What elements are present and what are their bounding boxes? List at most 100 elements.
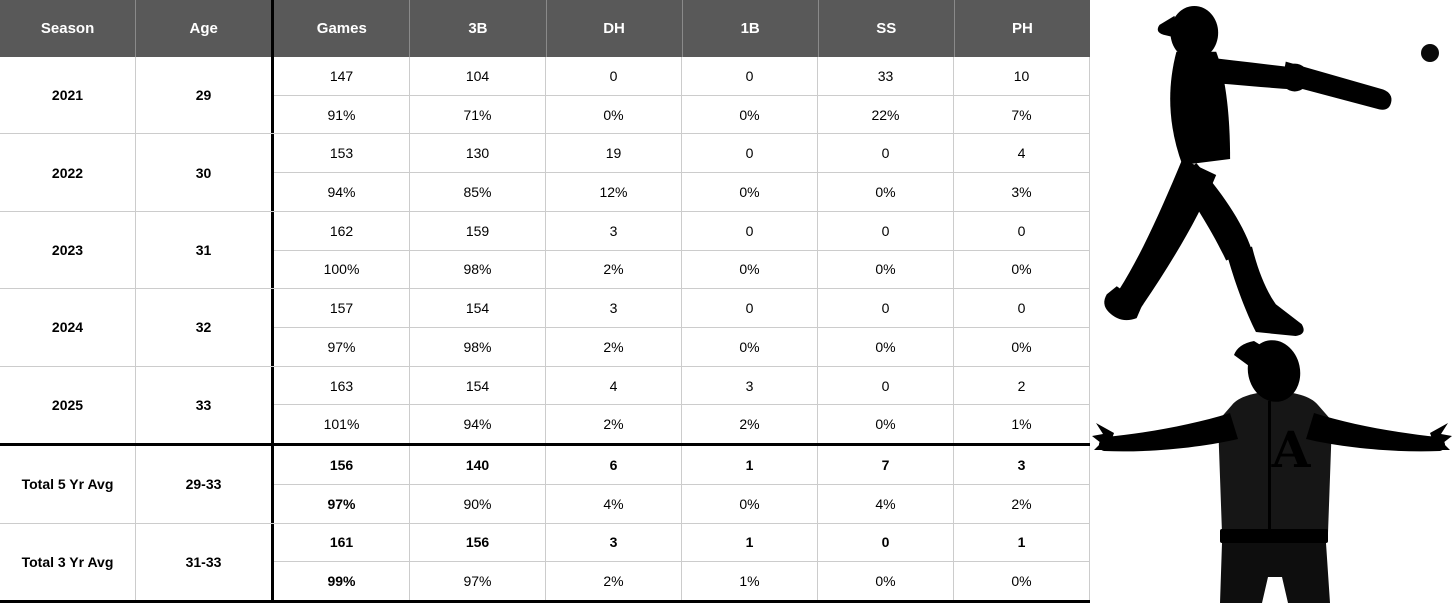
stat-pct-cell: 0%	[875, 416, 896, 433]
stat-count-cell: 3	[546, 212, 681, 251]
stat-count-cell: 4	[954, 134, 1089, 174]
stat-count-cell: 163	[274, 367, 409, 406]
table-body: 2021 29 147 91% 104 71% 0 0% 0 0% 33 22% 10 7% 2022 30 1…	[0, 57, 1090, 600]
stat-pct-cell: 0%	[739, 261, 760, 278]
stat-pct-cell: 22%	[871, 106, 900, 123]
season-cell: 2022	[0, 134, 136, 211]
age-cell: 31-33	[136, 523, 274, 600]
stat-count-cell: 3	[954, 446, 1089, 485]
stat-column: 1 0%	[954, 523, 1090, 600]
stat-count-cell: 0	[682, 289, 817, 328]
stat-column: 0 0%	[682, 289, 818, 366]
stat-column: 0 0%	[818, 366, 954, 444]
stat-pct-cell: 71%	[463, 106, 492, 123]
stat-count-cell: 0	[546, 57, 681, 96]
stat-count-cell: 156	[410, 524, 545, 563]
stat-column: 3 2%	[954, 446, 1090, 523]
stat-pct-cell: 2%	[739, 416, 760, 433]
age-cell: 29-33	[136, 446, 274, 523]
stat-column: 0 0%	[954, 289, 1090, 366]
stat-count-cell: 147	[274, 57, 409, 96]
stat-column: 159 98%	[410, 211, 546, 289]
stat-pct-cell: 4%	[875, 495, 896, 512]
stat-column: 0 0%	[682, 57, 818, 134]
column-header: Season	[0, 0, 137, 57]
stat-column: 104 71%	[410, 57, 546, 134]
stat-count-cell: 2	[954, 367, 1089, 406]
table-row-group: Total 3 Yr Avg 31-33 161 99% 156 97% 3 2% 1 1% 0 0%…	[0, 522, 1090, 600]
season-cell: 2023	[0, 211, 136, 289]
stat-count-cell: 156	[274, 446, 409, 485]
stat-pct-cell: 2%	[603, 338, 624, 355]
stat-count-cell: 0	[954, 289, 1089, 328]
stat-count-cell: 1	[682, 446, 817, 485]
table-row-group: 2023 31 162 100% 159 98% 3 2% 0 0% 0 0% 0 0%	[0, 210, 1090, 289]
table-row-group: 2025 33 163 101% 154 94% 4 2% 3 2% 0 0% 2 1%	[0, 365, 1090, 444]
stat-count-cell: 104	[410, 57, 545, 96]
stat-count-cell: 1	[682, 524, 817, 563]
stat-column: 2 1%	[954, 366, 1090, 444]
age-cell: 29	[136, 57, 274, 134]
stat-column: 130 85%	[410, 134, 546, 211]
stat-count-cell: 10	[954, 57, 1089, 96]
table-row-group: 2024 32 157 97% 154 98% 3 2% 0 0% 0 0% 0 0%	[0, 288, 1090, 366]
stat-column: 0 0%	[682, 134, 818, 211]
stat-count-cell: 0	[818, 367, 953, 406]
stat-pct-cell: 0%	[603, 106, 624, 123]
stat-column: 0 0%	[818, 134, 954, 211]
stat-column: 7 4%	[818, 446, 954, 523]
stat-pct-cell: 97%	[327, 338, 356, 355]
stat-pct-cell: 4%	[603, 495, 624, 512]
stat-pct-cell: 94%	[463, 416, 492, 433]
stat-pct-cell: 0%	[739, 338, 760, 355]
stat-pct-cell: 91%	[327, 106, 356, 123]
stat-column: 3 2%	[546, 211, 682, 289]
art-panel: A	[1090, 0, 1456, 603]
batter-swinging-silhouette-icon	[1104, 5, 1392, 337]
season-cell: Total 5 Yr Avg	[0, 446, 136, 523]
stat-pct-cell: 101%	[323, 416, 360, 433]
age-cell: 33	[136, 366, 274, 444]
stat-column: 3 2%	[682, 366, 818, 444]
stat-count-cell: 161	[274, 524, 409, 563]
stat-pct-cell: 1%	[739, 573, 760, 590]
stat-pct-cell: 100%	[323, 261, 360, 278]
season-cell: 2021	[0, 57, 136, 134]
stat-count-cell: 153	[274, 134, 409, 174]
stat-pct-cell: 0%	[739, 184, 760, 200]
stat-count-cell: 0	[682, 134, 817, 174]
stat-count-cell: 154	[410, 289, 545, 328]
stat-column: 0 0%	[954, 211, 1090, 289]
stat-count-cell: 33	[818, 57, 953, 96]
stat-pct-cell: 0%	[875, 573, 896, 590]
stat-count-cell: 6	[546, 446, 681, 485]
table-row-group: Total 5 Yr Avg 29-33 156 97% 140 90% 6 4% 1 0% 7 4%…	[0, 443, 1090, 523]
column-header: DH	[547, 0, 683, 57]
stat-column: 156 97%	[410, 523, 546, 600]
stat-count-cell: 0	[954, 212, 1089, 251]
stat-column: 10 7%	[954, 57, 1090, 134]
stat-pct-cell: 90%	[463, 495, 492, 512]
stat-pct-cell: 12%	[599, 184, 628, 200]
stat-count-cell: 3	[546, 524, 681, 563]
stat-column: 157 97%	[274, 289, 410, 366]
stat-column: 140 90%	[410, 446, 546, 523]
column-header: SS	[819, 0, 955, 57]
column-header: Age	[136, 0, 275, 57]
stat-pct-cell: 0%	[739, 106, 760, 123]
stat-pct-cell: 0%	[875, 184, 896, 200]
stat-count-cell: 140	[410, 446, 545, 485]
stat-count-cell: 0	[818, 524, 953, 563]
stat-column: 19 12%	[546, 134, 682, 211]
stat-pct-cell: 94%	[327, 184, 356, 200]
stat-column: 1 1%	[682, 523, 818, 600]
stat-count-cell: 3	[546, 289, 681, 328]
age-cell: 30	[136, 134, 274, 211]
stat-column: 147 91%	[274, 57, 410, 134]
stat-count-cell: 0	[818, 212, 953, 251]
stat-column: 4 3%	[954, 134, 1090, 211]
table-row-group: 2022 30 153 94% 130 85% 19 12% 0 0% 0 0% 4 3%	[0, 133, 1090, 211]
table-header-row: Season Age Games 3B DH 1B SS PH	[0, 0, 1090, 57]
stat-column: 33 22%	[818, 57, 954, 134]
